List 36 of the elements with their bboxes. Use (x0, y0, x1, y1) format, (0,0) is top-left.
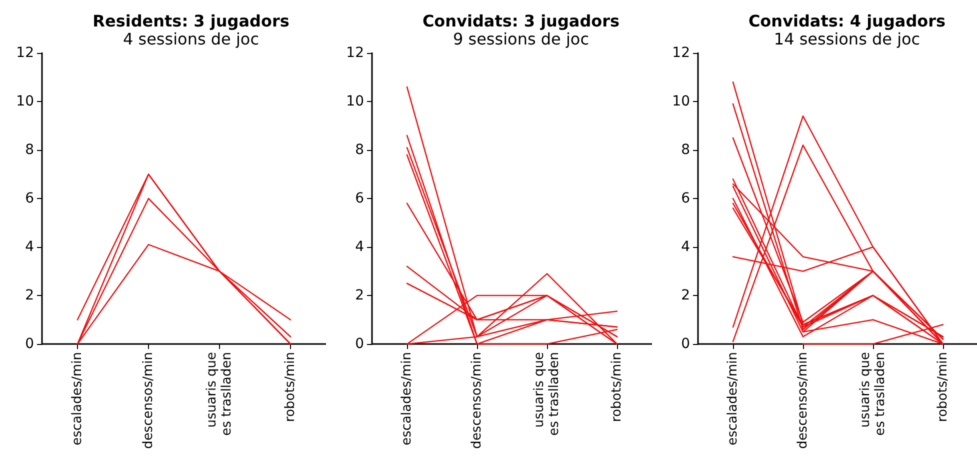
y-tick-label: 8 (681, 142, 690, 158)
y-tick-label: 0 (355, 336, 364, 352)
y-tick-label: 6 (355, 190, 364, 206)
y-tick-label: 8 (355, 142, 364, 158)
chart-title: Convidats: 4 jugadors (748, 12, 946, 30)
y-tick-label: 10 (16, 94, 34, 110)
y-tick-label: 2 (681, 288, 690, 304)
x-tick-label: descensos/min (796, 352, 810, 449)
y-tick-label: 10 (672, 94, 690, 110)
x-tick-label: robots/min (936, 352, 950, 422)
x-tick-label: escalades/min (726, 352, 740, 446)
y-tick-label: 10 (346, 94, 364, 110)
x-tick-label: descensos/min (141, 352, 156, 449)
y-tick-label: 2 (355, 288, 364, 304)
chart-subtitle: 4 sessions de joc (122, 30, 260, 48)
x-tick-label: escalades/min (400, 352, 414, 446)
y-tick-label: 8 (25, 142, 34, 158)
y-tick-label: 0 (25, 336, 34, 352)
y-tick-label: 12 (346, 45, 364, 61)
y-tick-label: 4 (681, 239, 690, 255)
y-tick-label: 12 (16, 45, 34, 61)
chart-subtitle: 14 sessions de joc (774, 30, 920, 48)
y-tick-label: 6 (25, 190, 34, 206)
x-tick-label: escalades/min (70, 352, 85, 446)
x-tick-label: robots/min (283, 352, 298, 422)
chart-title: Convidats: 3 jugadors (422, 12, 620, 30)
y-tick-label: 4 (355, 239, 364, 255)
x-tick-label: robots/min (610, 352, 624, 422)
chart-title: Residents: 3 jugadors (92, 12, 290, 30)
y-tick-label: 4 (25, 239, 34, 255)
y-tick-label: 2 (25, 288, 34, 304)
y-tick-label: 0 (681, 336, 690, 352)
y-tick-label: 12 (672, 45, 690, 61)
x-tick-label: descensos/min (470, 352, 484, 449)
y-tick-label: 6 (681, 190, 690, 206)
chart-subtitle: 9 sessions de joc (452, 30, 590, 48)
